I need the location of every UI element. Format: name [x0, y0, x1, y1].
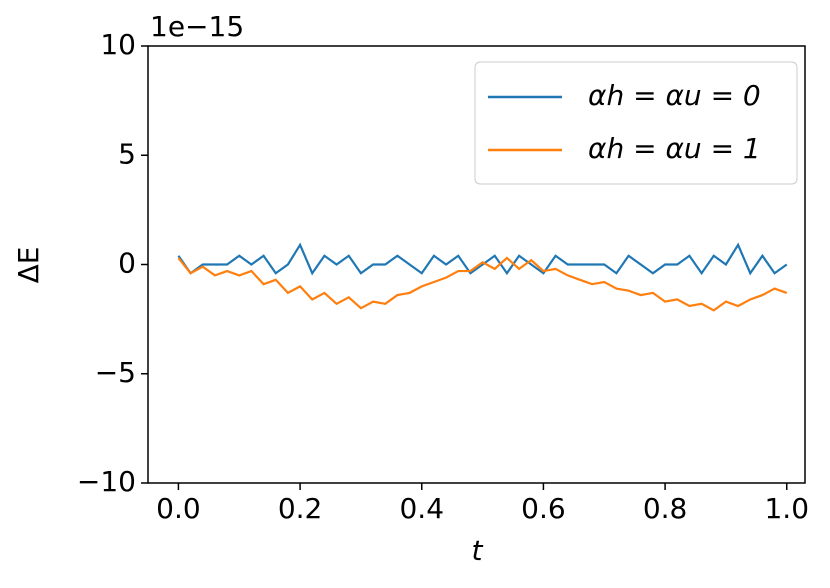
y-tick-label: 5	[118, 137, 136, 170]
x-tick-label: 0.6	[521, 492, 566, 525]
x-tick-label: 0.4	[399, 492, 444, 525]
y-tick-label: 10	[100, 28, 136, 61]
y-axis-label: ΔE	[12, 247, 45, 284]
x-axis-label: t	[472, 534, 484, 567]
series-line	[177, 256, 788, 312]
y-tick-label: −5	[95, 356, 136, 389]
legend-box	[474, 61, 798, 185]
legend-label: αh = αu = 1	[588, 132, 761, 165]
series-line	[177, 242, 788, 276]
x-tick-label: 0.2	[278, 492, 323, 525]
x-tick-label: 1.0	[764, 492, 809, 525]
y-tick-label: −10	[77, 465, 136, 498]
x-tick-label: 0.8	[643, 492, 688, 525]
legend-label: αh = αu = 0	[588, 79, 761, 112]
y-tick-label: 0	[118, 247, 136, 280]
x-tick-label: 0.0	[156, 492, 201, 525]
plot-frame	[147, 45, 806, 484]
y-offset-label: 1e−15	[150, 10, 244, 43]
